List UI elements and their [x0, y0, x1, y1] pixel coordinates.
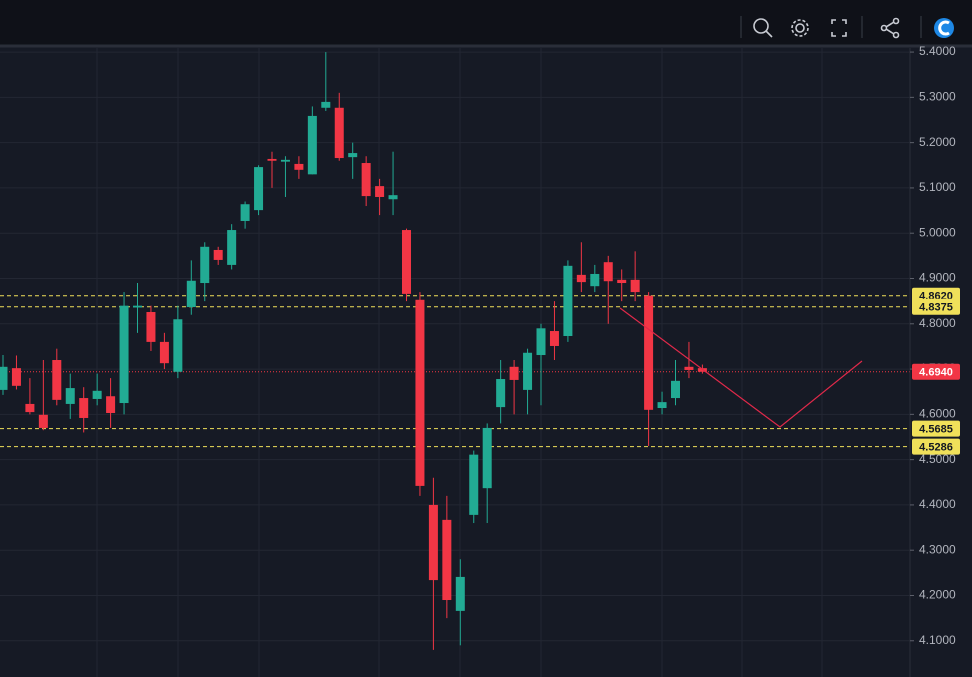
candle-body: [576, 274, 586, 283]
candle-body: [590, 273, 600, 287]
candle-body: [79, 398, 89, 418]
price-label: 4.8375: [919, 302, 953, 314]
candle-body: [159, 341, 169, 364]
candle-body: [321, 101, 331, 108]
candle-body: [240, 204, 250, 221]
y-tick-label: 4.9000: [919, 271, 956, 285]
y-tick-label: 5.3000: [919, 90, 956, 104]
candle-body: [280, 159, 290, 162]
candle-body: [38, 414, 48, 428]
candle-body: [119, 305, 129, 404]
candle-body: [348, 153, 358, 158]
y-tick-label: 5.2000: [919, 135, 956, 149]
candle-body: [52, 360, 62, 400]
zoom-button[interactable]: [753, 18, 773, 38]
candle-body: [213, 249, 223, 260]
toolbar: [0, 0, 972, 46]
price-label-box: [912, 298, 960, 315]
candle-body: [536, 328, 546, 356]
candle-body: [133, 305, 142, 308]
y-tick-label: 4.1000: [919, 633, 956, 647]
candle-body: [657, 402, 667, 409]
candle-body: [267, 158, 277, 161]
y-tick-label: 4.5000: [919, 452, 956, 466]
candle-body: [307, 115, 317, 175]
y-tick-label: 4.6000: [919, 407, 956, 421]
candle-body: [671, 380, 680, 399]
share-button[interactable]: [880, 17, 900, 39]
candle-body: [65, 388, 75, 404]
fullscreen-button[interactable]: [831, 19, 847, 37]
candle-body: [630, 279, 640, 293]
candle-body: [375, 186, 385, 197]
y-tick-label: 4.4000: [919, 497, 956, 511]
price-label: 4.5286: [919, 442, 953, 454]
candle-body: [563, 265, 573, 337]
candle-body: [684, 366, 694, 370]
candle-body: [482, 427, 492, 489]
price-label-box: [912, 420, 960, 437]
candle-body: [603, 262, 613, 282]
candle-body: [146, 312, 156, 342]
candle-body: [428, 504, 438, 581]
candle-body: [644, 295, 654, 410]
candle-body: [200, 246, 210, 284]
candle-body: [549, 331, 559, 346]
candle-body: [11, 368, 21, 386]
candle-body: [455, 576, 465, 611]
candle-body: [402, 230, 411, 294]
candle-body: [523, 352, 533, 390]
y-tick-label: 5.4000: [919, 44, 956, 58]
price-label-box: [912, 363, 960, 380]
candle-body: [25, 403, 35, 413]
candle-body: [92, 390, 102, 399]
candle-body: [106, 396, 116, 413]
y-tick-label: 5.0000: [919, 225, 956, 239]
price-label-box: [912, 438, 960, 455]
candle-body: [173, 319, 183, 372]
candle-body: [509, 366, 519, 380]
y-tick-label: 4.8000: [919, 316, 956, 330]
candle-body: [469, 454, 479, 515]
candle-body: [0, 366, 8, 390]
price-label: 4.5685: [919, 424, 953, 436]
candle-body: [334, 107, 344, 159]
candle-body: [388, 195, 398, 200]
candle-body: [496, 379, 506, 408]
candle-body: [617, 279, 627, 284]
logo-button[interactable]: [934, 18, 954, 38]
settings-button[interactable]: [791, 19, 809, 37]
y-tick-label: 4.2000: [919, 588, 956, 602]
y-tick-label: 5.1000: [919, 180, 956, 194]
candle-body: [254, 167, 264, 211]
y-tick-label: 4.3000: [919, 542, 956, 556]
candle-body: [442, 519, 452, 601]
drawing-path: [619, 307, 863, 428]
price-label: 4.6940: [919, 367, 953, 379]
candle-body: [227, 230, 237, 265]
candle-body: [415, 299, 425, 486]
candle-body: [361, 163, 371, 197]
candle-body: [294, 163, 304, 170]
candle-body: [186, 280, 196, 308]
